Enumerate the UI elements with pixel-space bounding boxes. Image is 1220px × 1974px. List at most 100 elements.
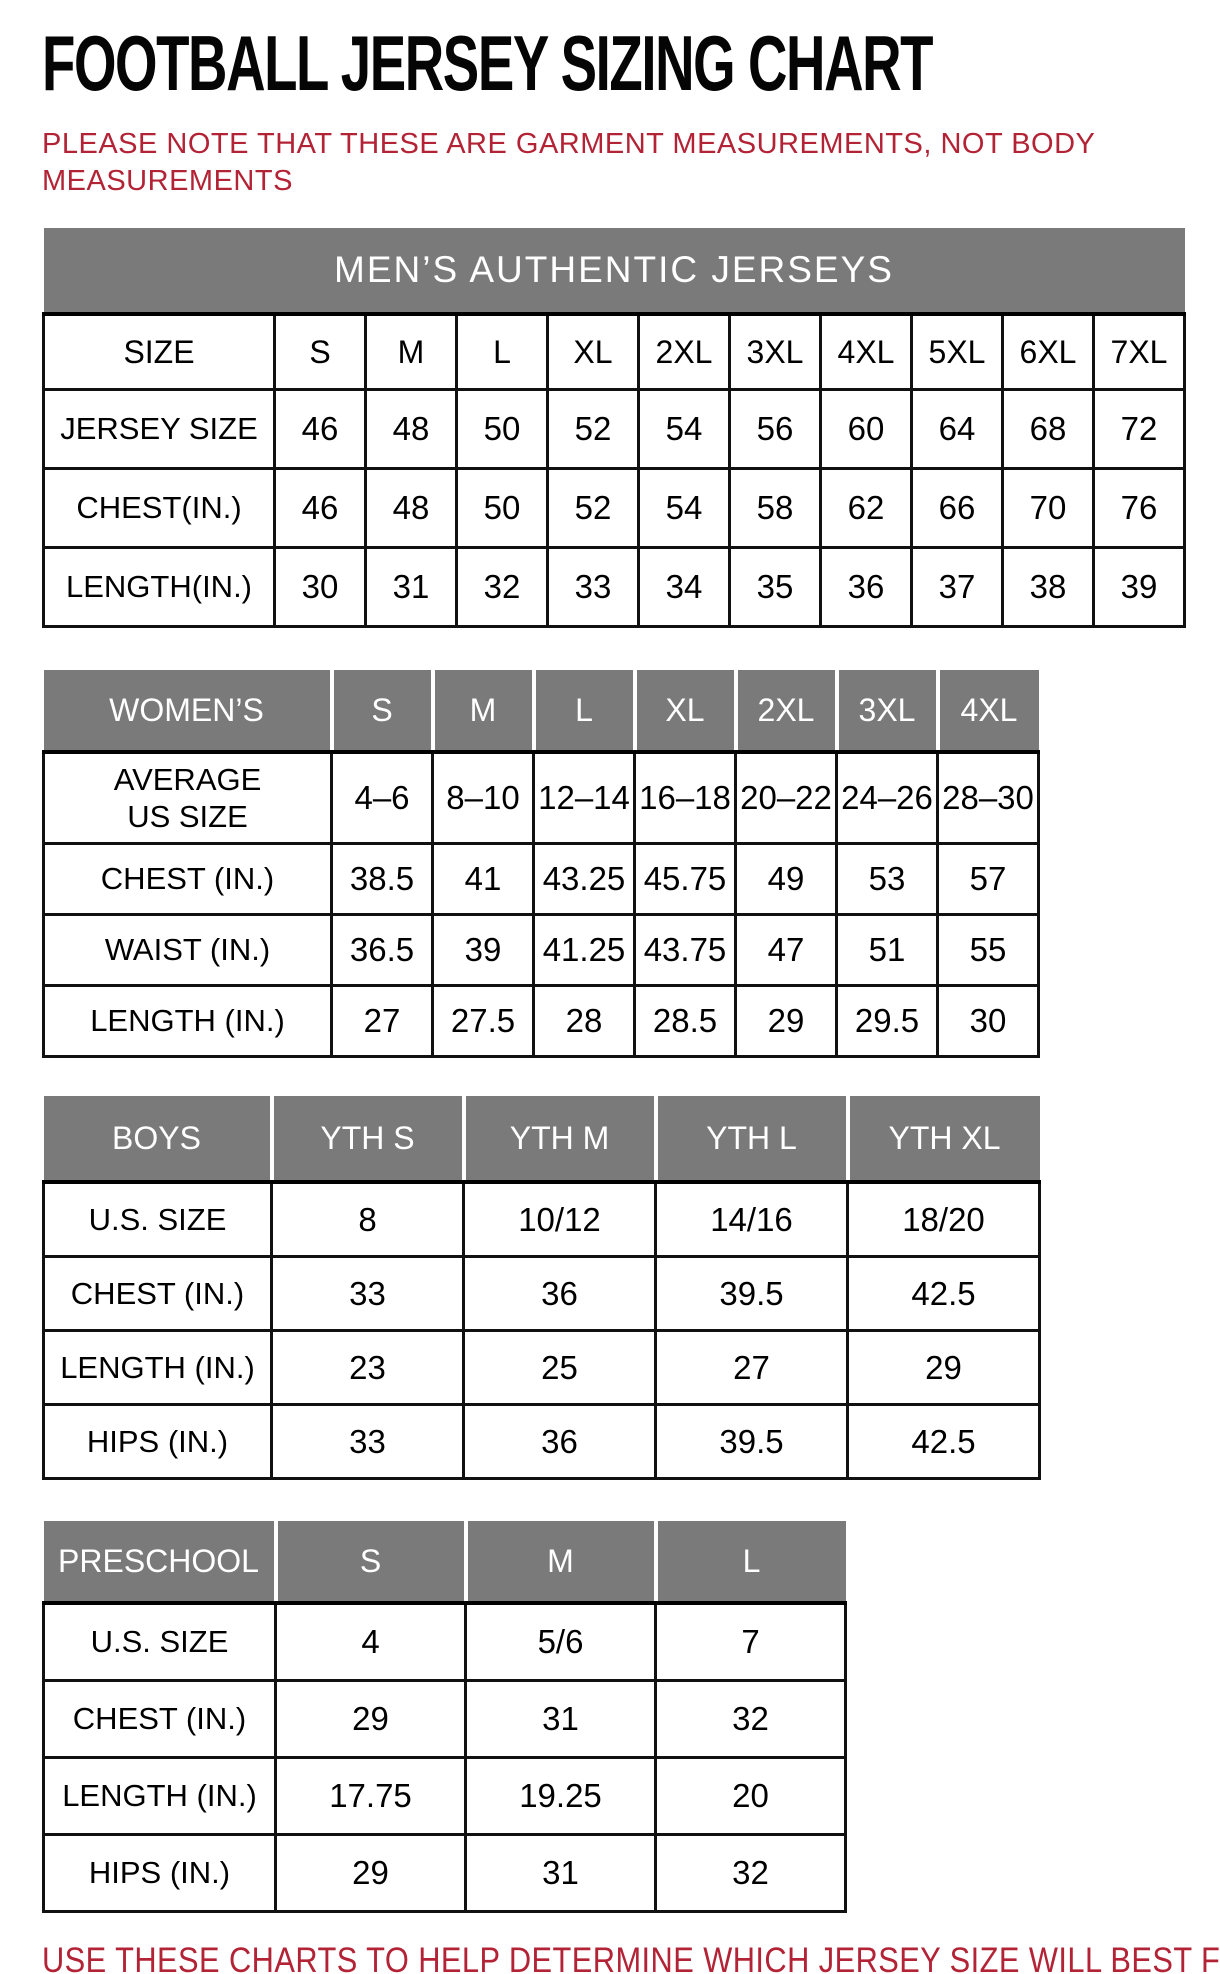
value-cell: 27 (654, 1329, 849, 1406)
value-cell: 34 (637, 546, 731, 628)
value-cell: 12–14 (532, 750, 636, 845)
value-cell: 19.25 (464, 1756, 657, 1836)
table-row: CHEST (IN.) 29 31 32 (42, 1679, 847, 1759)
value-cell: 36 (819, 546, 913, 628)
value-cell: 42.5 (846, 1255, 1041, 1332)
column-header-cell: 3XL (834, 670, 940, 754)
column-header-cell: YTH L (653, 1096, 850, 1184)
value-cell: 8–10 (431, 750, 535, 845)
value-cell: 31 (364, 546, 458, 628)
table-row: JERSEY SIZE 46 48 50 52 54 56 60 64 68 72 (42, 388, 1186, 470)
value-cell: 55 (936, 913, 1040, 987)
value-cell: 8 (270, 1180, 465, 1258)
value-cell: 62 (819, 467, 913, 549)
value-cell: 10/12 (462, 1180, 657, 1258)
row-label-cell: CHEST (IN.) (42, 1679, 277, 1759)
column-header-cell: XL (632, 670, 738, 754)
table-row: PRESCHOOL S M L (43, 1521, 846, 1605)
value-cell: 29 (846, 1329, 1041, 1406)
value-cell: 29 (274, 1833, 467, 1913)
value-cell: 18/20 (846, 1180, 1041, 1258)
column-header-cell: 6XL (1001, 312, 1095, 391)
row-label-cell: CHEST (IN.) (42, 1255, 273, 1332)
value-cell: 20 (654, 1756, 847, 1836)
column-header-cell: 3XL (728, 312, 822, 391)
table-row: LENGTH(IN.) 30 31 32 33 34 35 36 37 38 39 (42, 546, 1186, 628)
value-cell: 24–26 (835, 750, 939, 845)
value-cell: 25 (462, 1329, 657, 1406)
table-row: U.S. SIZE 4 5/6 7 (42, 1601, 847, 1682)
value-cell: 38 (1001, 546, 1095, 628)
value-cell: 16–18 (633, 750, 737, 845)
preschool-sizing-table: PRESCHOOL S M L U.S. SIZE 4 5/6 7 CHEST (IN.) 29 3… (42, 1521, 847, 1913)
page-title: FOOTBALL JERSEY SIZING CHART (42, 19, 933, 107)
note-line-2: MEASUREMENTS (42, 165, 293, 197)
value-cell: 43.75 (633, 913, 737, 987)
row-label-cell: LENGTH (IN.) (42, 1756, 277, 1836)
column-header-cell: 4XL (935, 670, 1039, 754)
column-header-cell: M (364, 312, 458, 391)
row-label-cell: JERSEY SIZE (42, 388, 276, 470)
value-cell: 32 (654, 1679, 847, 1759)
column-header-cell: S (273, 1521, 468, 1605)
table-row: LENGTH (IN.) 23 25 27 29 (42, 1329, 1041, 1406)
value-cell: 56 (728, 388, 822, 470)
value-cell: 46 (273, 467, 367, 549)
value-cell: 30 (273, 546, 367, 628)
row-label-cell: LENGTH (IN.) (42, 1329, 273, 1406)
column-header-cell: YTH S (269, 1096, 466, 1184)
value-cell: 50 (455, 467, 549, 549)
value-cell: 39.5 (654, 1403, 849, 1480)
value-cell: 47 (734, 913, 838, 987)
column-header-cell: YTH M (461, 1096, 658, 1184)
value-cell: 28 (532, 984, 636, 1058)
row-label-cell: CHEST (IN.) (42, 842, 333, 916)
value-cell: 57 (936, 842, 1040, 916)
value-cell: 52 (546, 467, 640, 549)
column-header-cell: 2XL (637, 312, 731, 391)
row-label-cell: AVERAGE US SIZE (42, 750, 333, 845)
row-label-cell: WAIST (IN.) (42, 913, 333, 987)
value-cell: 48 (364, 388, 458, 470)
row-label-cell: LENGTH (IN.) (42, 984, 333, 1058)
column-header-cell: L (653, 1521, 846, 1605)
row-label-cell: CHEST(IN.) (42, 467, 276, 549)
table-name-cell: WOMEN’S (43, 670, 334, 754)
value-cell: 50 (455, 388, 549, 470)
value-cell: 39 (1092, 546, 1186, 628)
row-label-cell: U.S. SIZE (42, 1601, 277, 1682)
table-row: HIPS (IN.) 33 36 39.5 42.5 (42, 1403, 1041, 1480)
value-cell: 36 (462, 1403, 657, 1480)
column-header-cell: XL (546, 312, 640, 391)
value-cell: 33 (546, 546, 640, 628)
column-header-cell: S (273, 312, 367, 391)
table-row: BOYS YTH S YTH M YTH L YTH XL (43, 1096, 1040, 1184)
value-cell: 36.5 (330, 913, 434, 987)
footer-note: USE THESE CHARTS TO HELP DETERMINE WHICH… (42, 1941, 1220, 1974)
garment-measurement-note: PLEASE NOTE THAT THESE ARE GARMENT MEASU… (42, 126, 1220, 200)
column-header-cell: L (455, 312, 549, 391)
value-cell: 76 (1092, 467, 1186, 549)
table-row: WAIST (IN.) 36.5 39 41.25 43.75 47 51 55 (42, 913, 1040, 987)
row-label-cell: HIPS (IN.) (42, 1833, 277, 1913)
boys-sizing-table: BOYS YTH S YTH M YTH L YTH XL U.S. SIZE 8 10/12… (42, 1096, 1041, 1480)
value-cell: 39 (431, 913, 535, 987)
value-cell: 68 (1001, 388, 1095, 470)
value-cell: 52 (546, 388, 640, 470)
value-cell: 31 (464, 1679, 657, 1759)
column-header-cell: M (430, 670, 536, 754)
value-cell: 46 (273, 388, 367, 470)
value-cell: 29.5 (835, 984, 939, 1058)
value-cell: 43.25 (532, 842, 636, 916)
column-header-cell: 5XL (910, 312, 1004, 391)
table-name-cell: PRESCHOOL (43, 1521, 278, 1605)
value-cell: 45.75 (633, 842, 737, 916)
table-row: U.S. SIZE 8 10/12 14/16 18/20 (42, 1180, 1041, 1258)
value-cell: 37 (910, 546, 1004, 628)
value-cell: 31 (464, 1833, 657, 1913)
row-label-cell: U.S. SIZE (42, 1180, 273, 1258)
column-header-cell: 4XL (819, 312, 913, 391)
column-header-cell: 2XL (733, 670, 839, 754)
value-cell: 38.5 (330, 842, 434, 916)
value-cell: 72 (1092, 388, 1186, 470)
